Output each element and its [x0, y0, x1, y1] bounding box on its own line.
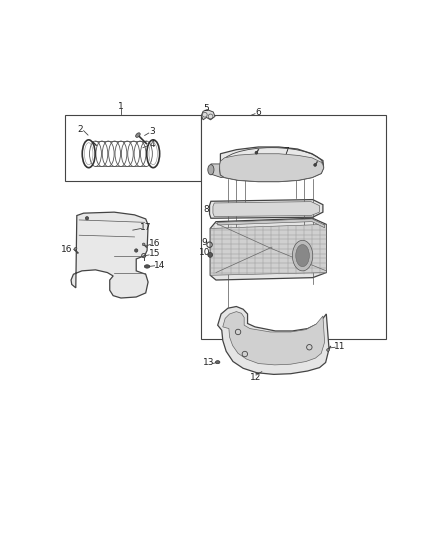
Text: 6: 6	[255, 108, 261, 117]
Text: 4: 4	[149, 140, 155, 149]
Polygon shape	[210, 224, 326, 275]
Polygon shape	[213, 201, 320, 216]
Ellipse shape	[145, 265, 150, 268]
Text: 14: 14	[154, 261, 166, 270]
Polygon shape	[218, 306, 329, 374]
Text: 1: 1	[118, 102, 124, 111]
Text: 13: 13	[203, 358, 215, 367]
Circle shape	[142, 243, 145, 246]
Polygon shape	[218, 219, 325, 228]
Ellipse shape	[215, 361, 220, 364]
Bar	[201, 115, 386, 339]
Polygon shape	[210, 218, 326, 280]
Ellipse shape	[296, 245, 309, 266]
Circle shape	[85, 216, 88, 220]
Polygon shape	[211, 164, 228, 177]
Circle shape	[314, 164, 317, 166]
Polygon shape	[220, 147, 324, 182]
Ellipse shape	[208, 165, 214, 175]
Circle shape	[134, 249, 138, 252]
Polygon shape	[209, 199, 323, 218]
Circle shape	[208, 253, 212, 257]
Text: 5: 5	[203, 104, 208, 114]
Ellipse shape	[293, 240, 313, 271]
Ellipse shape	[136, 133, 140, 138]
Ellipse shape	[74, 247, 77, 251]
Polygon shape	[220, 154, 324, 182]
Text: 7: 7	[283, 147, 289, 156]
Text: 12: 12	[251, 373, 262, 382]
Circle shape	[327, 349, 329, 351]
Polygon shape	[201, 110, 215, 120]
Text: 2: 2	[78, 125, 83, 134]
Text: 16: 16	[149, 239, 161, 248]
Text: 8: 8	[203, 205, 208, 214]
Text: 11: 11	[334, 342, 346, 351]
Polygon shape	[223, 312, 325, 365]
Text: 3: 3	[149, 127, 155, 136]
Text: 9: 9	[201, 238, 207, 247]
Text: 16: 16	[61, 245, 73, 254]
Bar	[65, 115, 201, 181]
Circle shape	[255, 151, 258, 154]
Polygon shape	[71, 212, 148, 298]
Text: 17: 17	[140, 223, 152, 232]
Text: 10: 10	[199, 248, 210, 257]
Text: 15: 15	[148, 249, 160, 259]
